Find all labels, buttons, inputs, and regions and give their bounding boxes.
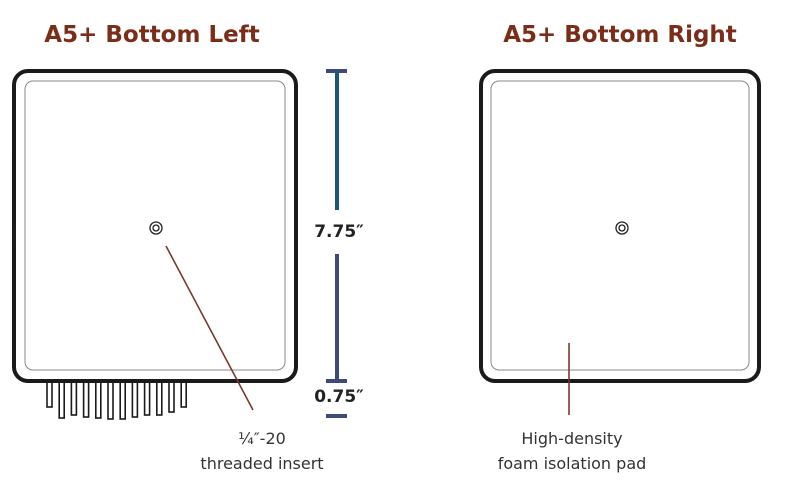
right-title: A5+ Bottom Right xyxy=(503,22,737,48)
left-callout-line1: ¼″-20 xyxy=(238,429,286,448)
right-callout-line1: High-density xyxy=(521,429,622,448)
left-unit-inner xyxy=(24,80,286,371)
right-unit-inner xyxy=(490,80,750,371)
right-callout-line2: foam isolation pad xyxy=(498,454,647,473)
right-insert-inner xyxy=(618,224,626,232)
left-unit-outline xyxy=(12,69,298,383)
left-insert-outer xyxy=(149,221,163,235)
height-label: 7.75″ xyxy=(314,222,364,242)
height-dimension xyxy=(326,69,347,418)
left-insert-inner xyxy=(152,224,160,232)
fin-height-label: 0.75″ xyxy=(314,387,364,407)
right-insert-outer xyxy=(615,221,629,235)
left-title: A5+ Bottom Left xyxy=(44,22,259,48)
left-callout-line2: threaded insert xyxy=(200,454,323,473)
left-leader-line xyxy=(165,245,254,411)
